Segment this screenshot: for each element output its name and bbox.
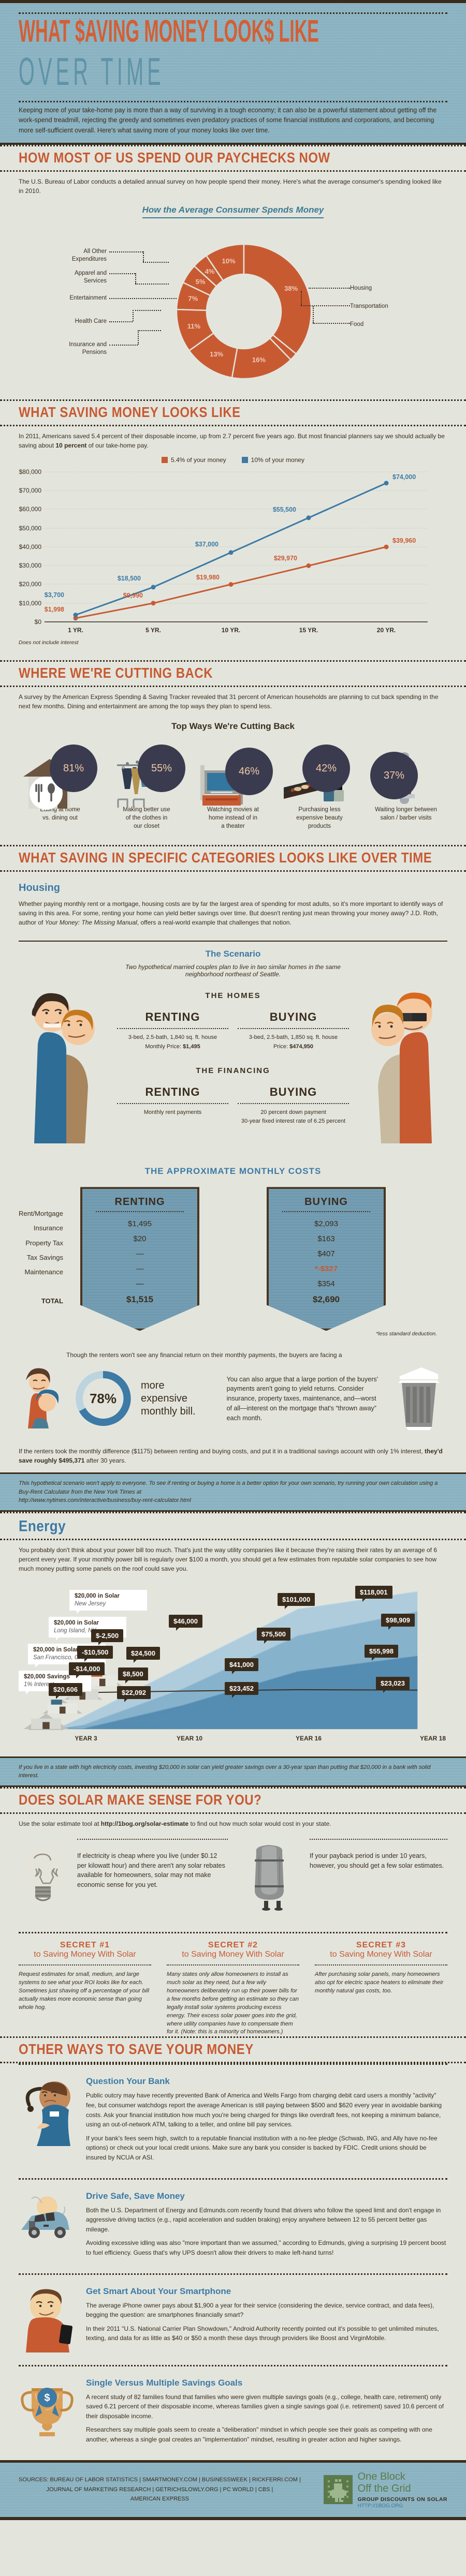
svg-text:$3,700: $3,700 <box>45 591 64 599</box>
svg-text:13%: 13% <box>210 350 223 358</box>
svg-text:5%: 5% <box>196 278 206 286</box>
svg-text:$19,980: $19,980 <box>196 574 220 581</box>
svg-text:$1,998: $1,998 <box>45 606 64 613</box>
svg-text:$37,000: $37,000 <box>195 541 219 548</box>
svg-text:$10,000: $10,000 <box>19 600 42 607</box>
svg-text:$74,000: $74,000 <box>392 473 416 481</box>
svg-text:20 YR.: 20 YR. <box>377 627 396 634</box>
svg-text:$30,000: $30,000 <box>19 562 42 569</box>
svg-text:5 YR.: 5 YR. <box>145 627 161 634</box>
svg-text:15 YR.: 15 YR. <box>299 627 318 634</box>
svg-text:16%: 16% <box>252 356 266 364</box>
svg-text:$60,000: $60,000 <box>19 505 42 513</box>
svg-text:$55,500: $55,500 <box>273 506 296 513</box>
svg-text:4%: 4% <box>205 267 215 275</box>
svg-text:$50,000: $50,000 <box>19 525 42 532</box>
svg-text:$70,000: $70,000 <box>19 487 42 494</box>
svg-text:$40,000: $40,000 <box>19 543 42 550</box>
svg-text:11%: 11% <box>187 322 201 330</box>
svg-text:$: $ <box>44 2392 50 2404</box>
svg-text:$29,970: $29,970 <box>274 555 297 562</box>
svg-text:10 YR.: 10 YR. <box>222 627 240 634</box>
svg-text:10%: 10% <box>222 257 235 265</box>
svg-text:38%: 38% <box>284 285 298 292</box>
svg-text:7%: 7% <box>188 295 198 303</box>
svg-text:$18,500: $18,500 <box>118 575 141 582</box>
svg-text:$39,960: $39,960 <box>392 537 416 544</box>
svg-text:1 YR.: 1 YR. <box>68 627 83 634</box>
svg-text:$0: $0 <box>35 618 42 626</box>
svg-text:$80,000: $80,000 <box>19 468 42 475</box>
svg-text:$9,990: $9,990 <box>123 592 143 599</box>
svg-text:$20,000: $20,000 <box>19 580 42 588</box>
